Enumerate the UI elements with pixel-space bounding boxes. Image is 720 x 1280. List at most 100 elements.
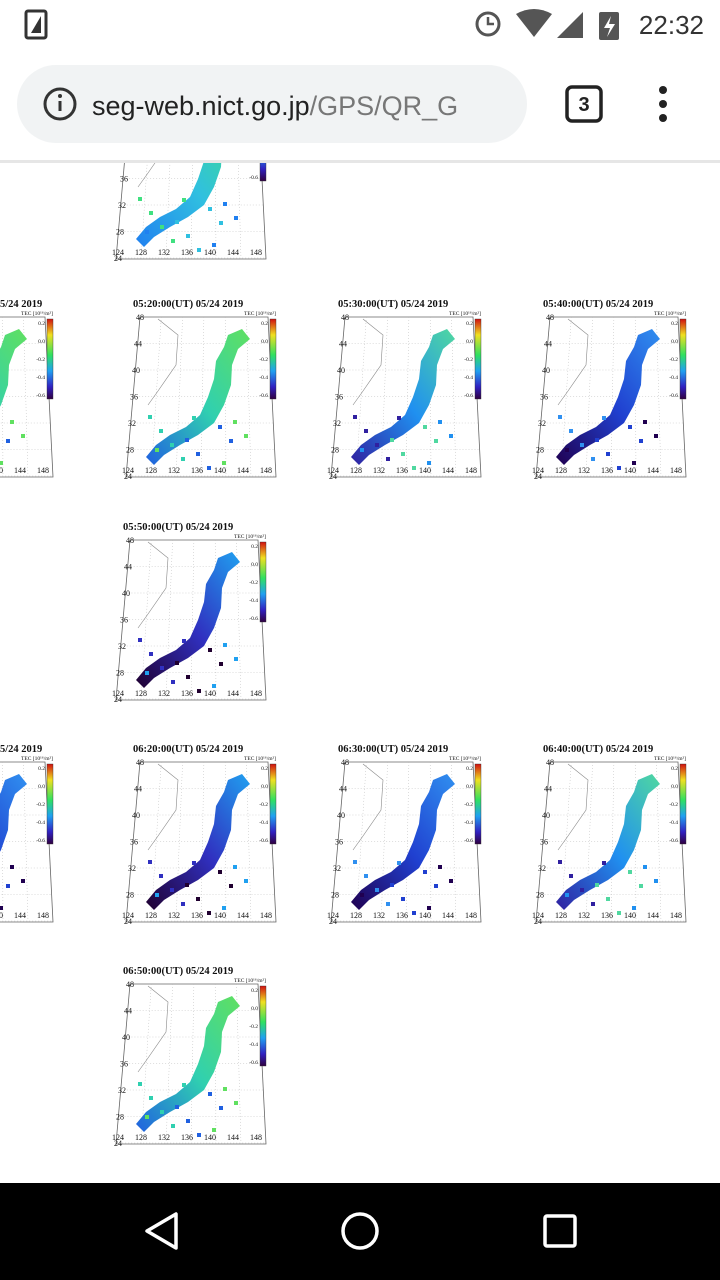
- lat-label: 32: [128, 864, 136, 873]
- lat-label: 44: [124, 1007, 132, 1016]
- colorbar-label: TEC [10¹⁶/m²]: [654, 311, 686, 317]
- lat-label: 28: [536, 891, 544, 900]
- lat-label: 28: [116, 1113, 124, 1122]
- lon-label: 144: [237, 466, 249, 475]
- lat-label: 28: [116, 669, 124, 678]
- colorbar-tick: -0.6: [464, 838, 473, 844]
- map-frame: [125, 316, 277, 478]
- lat-label: 44: [339, 785, 347, 794]
- tec-dot: [219, 1106, 223, 1110]
- coastline: [147, 763, 179, 851]
- colorbar-tick: -0.2: [259, 357, 268, 363]
- colorbar-tick: 0.2: [38, 321, 45, 327]
- home-button[interactable]: [341, 1212, 379, 1250]
- lat-label: 40: [132, 811, 140, 820]
- lat-label: 44: [339, 340, 347, 349]
- tab-switcher[interactable]: [565, 85, 603, 123]
- tec-dot: [595, 438, 599, 442]
- colorbar-tick: -0.2: [36, 802, 45, 808]
- tec-dot: [364, 429, 368, 433]
- tec-dot: [360, 893, 364, 897]
- tec-field: [556, 329, 660, 465]
- lon-label: 128: [145, 466, 157, 475]
- colorbar-tick: -0.6: [669, 393, 678, 399]
- url-bar[interactable]: [17, 65, 527, 143]
- tec-dot: [233, 420, 237, 424]
- tec-dot: [438, 420, 442, 424]
- lon-label: 144: [227, 248, 239, 257]
- tec-dot: [390, 438, 394, 442]
- tec-dot: [138, 197, 142, 201]
- lon-label: 148: [670, 466, 682, 475]
- tec-dot: [565, 893, 569, 897]
- colorbar-tick: -0.6: [259, 838, 268, 844]
- tec-dot: [390, 883, 394, 887]
- lat-label: 24: [114, 695, 122, 704]
- colorbar-tick: 0.0: [671, 339, 678, 345]
- tec-dot: [6, 884, 10, 888]
- lon-label: 148: [260, 911, 272, 920]
- coastline: [137, 541, 169, 629]
- colorbar-tick: 0.0: [251, 562, 258, 568]
- colorbar-tick: 0.0: [261, 784, 268, 790]
- lat-label: 36: [130, 393, 138, 402]
- tec-dot: [192, 416, 196, 420]
- tec-dot: [223, 202, 227, 206]
- colorbar-tick: 0.2: [261, 321, 268, 327]
- lon-label: 148: [260, 466, 272, 475]
- tec-dot: [434, 439, 438, 443]
- colorbar: [46, 318, 54, 400]
- lat-label: 48: [341, 758, 349, 767]
- map-title: 06:20:00(UT) 05/24 2019: [133, 744, 243, 755]
- lat-label: 32: [538, 419, 546, 428]
- map-frame: [330, 316, 482, 478]
- map-title: 05:40:00(UT) 05/24 2019: [543, 299, 653, 310]
- colorbar-tick: 0.0: [261, 339, 268, 345]
- lon-label: 144: [14, 911, 26, 920]
- colorbar-tick: -0.2: [249, 580, 258, 586]
- lon-label: 132: [158, 248, 170, 257]
- tec-dot: [233, 865, 237, 869]
- colorbar: [474, 763, 482, 845]
- lat-label: 28: [126, 891, 134, 900]
- recents-button[interactable]: [543, 1214, 577, 1248]
- colorbar-tick: -0.6: [669, 838, 678, 844]
- tec-dot: [175, 661, 179, 665]
- lon-label: 148: [250, 248, 262, 257]
- tec-dot: [212, 243, 216, 247]
- lat-label: 36: [335, 393, 343, 402]
- lon-label: 136: [191, 911, 203, 920]
- map-frame: [535, 316, 687, 478]
- lon-label: 128: [555, 466, 567, 475]
- tec-dot: [159, 874, 163, 878]
- tec-dot: [606, 897, 610, 901]
- tec-dot: [244, 434, 248, 438]
- colorbar-tick: 0.0: [251, 1006, 258, 1012]
- colorbar-tick: -0.6: [249, 1060, 258, 1066]
- map-frame: [115, 539, 267, 701]
- tec-dot: [160, 1110, 164, 1114]
- back-button[interactable]: [145, 1212, 178, 1250]
- lon-label: 148: [670, 911, 682, 920]
- clock: 22:32: [639, 10, 704, 40]
- tec-dot: [186, 234, 190, 238]
- tec-map: TEC [10¹⁶/m²] 0.2 0.0 -0.2 -0.4 -0.6 48 44 40 36 3…: [327, 756, 482, 926]
- tec-dot: [171, 239, 175, 243]
- menu-button[interactable]: [659, 86, 667, 122]
- colorbar-tick: 0.2: [38, 766, 45, 772]
- lon-label: 148: [250, 689, 262, 698]
- lon-label: 140: [419, 911, 431, 920]
- lat-label: 48: [126, 536, 134, 545]
- colorbar: [679, 763, 687, 845]
- tec-dot: [423, 425, 427, 429]
- navigation-bar: [0, 1183, 720, 1280]
- tec-dot: [234, 657, 238, 661]
- tec-dot: [438, 865, 442, 869]
- site-info-icon[interactable]: [43, 87, 77, 121]
- tec-dot: [182, 198, 186, 202]
- lon-label: 144: [237, 911, 249, 920]
- colorbar-tick: -0.6: [36, 393, 45, 399]
- tec-dot: [182, 639, 186, 643]
- tec-dot: [639, 884, 643, 888]
- lat-label: 32: [118, 1086, 126, 1095]
